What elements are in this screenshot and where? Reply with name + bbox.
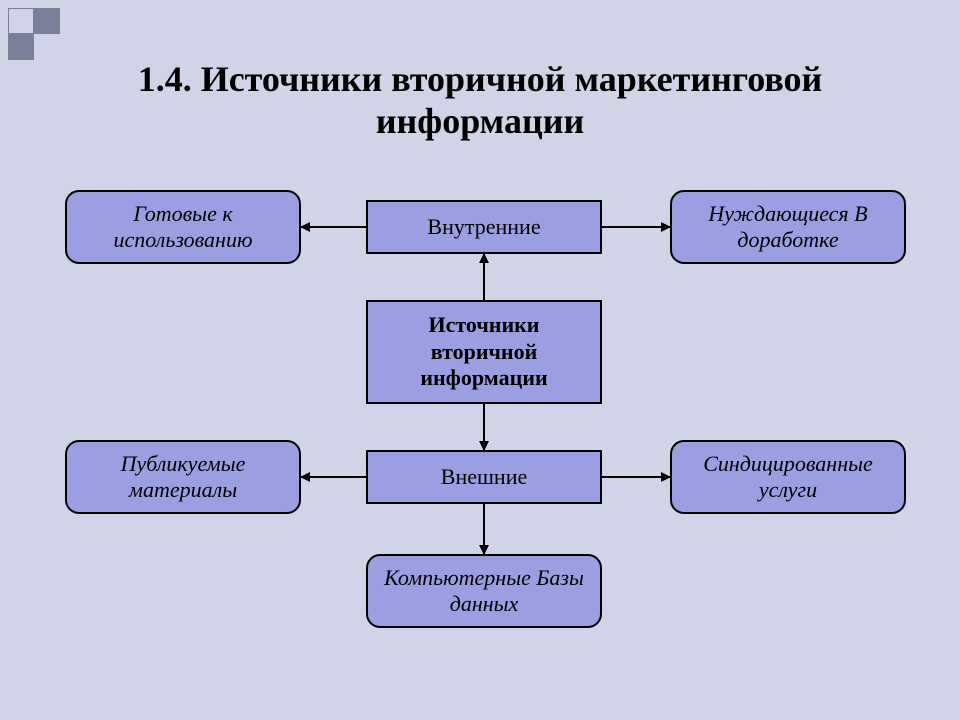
node-needwork: Нуждающиеся В доработке <box>670 190 906 264</box>
node-syndic-label: Синдицированные услуги <box>682 451 894 504</box>
node-dbs-label: Компьютерные Базы данных <box>378 565 590 618</box>
node-internal: Внутренние <box>366 200 602 254</box>
node-dbs: Компьютерные Базы данных <box>366 554 602 628</box>
node-center: Источники вторичной информации <box>366 300 602 404</box>
node-internal-label: Внутренние <box>427 214 540 240</box>
node-external-label: Внешние <box>441 464 527 490</box>
node-syndic: Синдицированные услуги <box>670 440 906 514</box>
deco-square-3 <box>8 34 34 60</box>
slide-title: 1.4. Источники вторичной маркетинговой и… <box>100 58 860 142</box>
node-published-label: Публикуемые материалы <box>77 451 289 504</box>
slide: 1.4. Источники вторичной маркетинговой и… <box>0 0 960 720</box>
node-ready: Готовые к использованию <box>65 190 301 264</box>
node-ready-label: Готовые к использованию <box>77 201 289 254</box>
node-needwork-label: Нуждающиеся В доработке <box>682 201 894 254</box>
deco-square-2 <box>34 8 60 34</box>
deco-square-1 <box>8 8 34 34</box>
node-external: Внешние <box>366 450 602 504</box>
node-center-label: Источники вторичной информации <box>378 312 590 391</box>
node-published: Публикуемые материалы <box>65 440 301 514</box>
